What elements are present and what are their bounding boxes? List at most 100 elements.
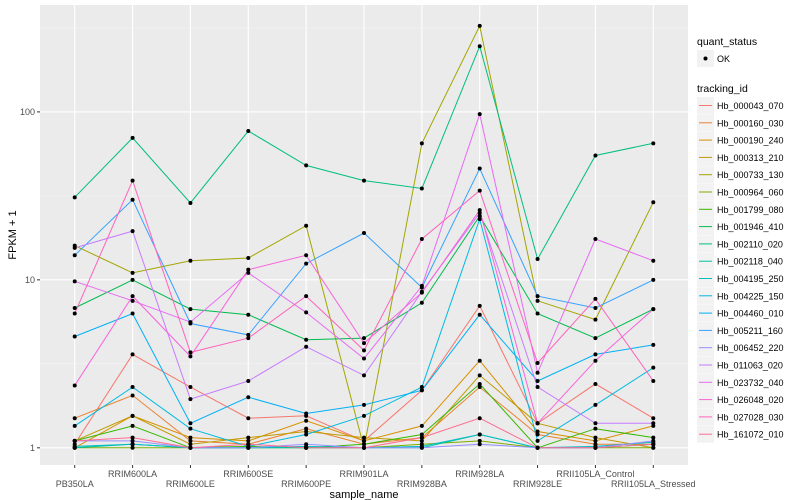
legend-label: Hb_023732_040 <box>717 378 784 388</box>
data-point <box>477 23 482 28</box>
data-point <box>246 416 251 421</box>
legend-label: Hb_006452_220 <box>717 343 784 353</box>
data-point <box>72 253 77 258</box>
data-point <box>419 186 424 191</box>
x-tick-label: RRIM600PE <box>281 479 331 489</box>
legend-label: Hb_026048_020 <box>717 395 784 405</box>
data-point <box>477 44 482 49</box>
data-point <box>593 352 598 357</box>
data-point <box>130 294 135 299</box>
data-point <box>362 231 366 236</box>
data-point <box>362 442 366 447</box>
legend-label: Hb_000964_060 <box>717 188 784 198</box>
data-point <box>72 195 77 200</box>
data-point <box>419 423 424 428</box>
data-point <box>188 200 193 205</box>
data-point <box>304 426 309 431</box>
data-point <box>535 429 540 434</box>
legend-label: Hb_000190_240 <box>717 136 784 146</box>
x-tick-label: RRIM928BA <box>397 479 447 489</box>
data-point <box>651 445 656 450</box>
data-point <box>477 208 482 213</box>
legend-label: Hb_000160_030 <box>717 118 784 128</box>
data-point <box>72 423 77 428</box>
data-point <box>651 416 656 421</box>
x-axis-title: sample_name <box>329 489 398 500</box>
data-point <box>651 277 656 282</box>
data-point <box>72 311 77 316</box>
data-point <box>188 445 193 450</box>
x-tick-label: RRIM600LE <box>166 479 215 489</box>
legend-label: Hb_161072_010 <box>717 430 784 440</box>
data-point <box>188 320 193 325</box>
data-point <box>246 255 251 260</box>
data-point <box>130 423 135 428</box>
legend-label: Hb_001946_410 <box>717 222 784 232</box>
data-point <box>130 229 135 234</box>
data-point <box>188 307 193 312</box>
data-point <box>651 378 656 383</box>
legend-label: Hb_000733_130 <box>717 170 784 180</box>
data-point <box>477 373 482 378</box>
data-point <box>651 342 656 347</box>
data-point <box>535 311 540 316</box>
data-point <box>535 298 540 303</box>
data-point <box>593 435 598 440</box>
data-point <box>246 332 251 337</box>
data-point <box>362 445 366 450</box>
data-point <box>246 438 251 443</box>
data-point <box>304 411 309 416</box>
data-point <box>72 444 77 449</box>
data-point <box>419 237 424 242</box>
data-point <box>477 381 482 386</box>
data-point <box>477 217 482 222</box>
data-point <box>477 385 482 390</box>
data-point <box>304 418 309 423</box>
x-tick-label: RRIM600LA <box>108 469 157 479</box>
data-point <box>593 381 598 386</box>
data-point <box>651 365 656 370</box>
data-point <box>188 421 193 426</box>
legend-label: Hb_005211_160 <box>717 326 783 336</box>
data-point <box>477 432 482 437</box>
data-point <box>304 294 309 299</box>
data-point <box>304 261 309 266</box>
data-point <box>419 388 424 393</box>
data-point <box>246 378 251 383</box>
legend-label: Hb_004195_250 <box>717 274 784 284</box>
data-point <box>593 305 598 310</box>
x-tick-label: PB350LA <box>56 479 94 489</box>
data-point <box>130 445 135 450</box>
x-axis: PB350LA RRIM600LA RRIM600LE RRIM600SE RRIM60… <box>56 465 696 489</box>
data-point <box>188 350 193 355</box>
y-tick-label: 10 <box>25 275 35 285</box>
legend-point-ok <box>703 56 708 61</box>
data-point <box>477 213 482 218</box>
data-point <box>362 348 366 353</box>
data-point <box>535 438 540 443</box>
x-tick-label: RRIM600SE <box>223 469 273 479</box>
data-point <box>130 197 135 202</box>
data-point <box>535 445 540 450</box>
x-tick-label: RRIM928LA <box>455 469 504 479</box>
data-point <box>130 135 135 140</box>
x-tick-label: RRIM928LE <box>513 479 562 489</box>
data-point <box>593 426 598 431</box>
data-point <box>304 432 309 437</box>
data-point <box>535 257 540 262</box>
data-point <box>362 356 366 361</box>
legend-label-ok: OK <box>717 54 730 64</box>
data-point <box>651 307 656 312</box>
data-point <box>130 298 135 303</box>
legend-label: Hb_002110_020 <box>717 239 783 249</box>
y-axis: 1 10 100 <box>20 107 40 453</box>
data-point <box>304 253 309 258</box>
data-point <box>130 385 135 390</box>
data-point <box>304 163 309 168</box>
data-point <box>419 300 424 305</box>
data-point <box>72 383 77 388</box>
data-point <box>477 442 482 447</box>
y-tick-label: 1 <box>30 443 35 453</box>
data-point <box>651 438 656 443</box>
